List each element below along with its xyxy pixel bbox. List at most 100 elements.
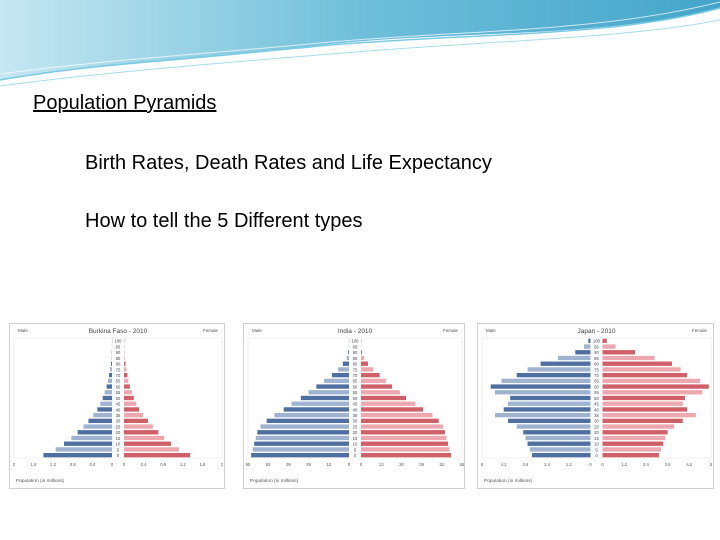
x-tick-left-0: 65 (246, 462, 251, 467)
male-bar-90 (575, 350, 591, 355)
pyramid-panel-japan: Male Japan - 2010 Female 0 5 10 15 20 25 30 35 40 45… (477, 323, 714, 489)
female-bar-80 (602, 361, 672, 366)
female-bar-45 (602, 401, 683, 406)
male-bar-75 (110, 367, 112, 372)
age-label-0: 0 (595, 453, 598, 458)
age-label-55: 55 (353, 390, 358, 395)
female-bar-65 (602, 378, 701, 384)
x-tick-left-3: 26 (306, 462, 311, 467)
male-bar-40 (503, 407, 591, 412)
male-bar-50 (102, 395, 112, 401)
female-bar-70 (124, 372, 128, 378)
age-label-70: 70 (594, 373, 599, 378)
male-bar-50 (510, 395, 591, 401)
female-bar-50 (361, 395, 407, 401)
age-label-30: 30 (594, 419, 599, 424)
male-bar-50 (300, 395, 349, 401)
age-label-15: 15 (594, 436, 599, 441)
x-tick-right-0: 0 (123, 462, 126, 467)
male-bar-80 (342, 361, 349, 366)
age-label-95: 95 (353, 344, 358, 349)
x-tick-left-3: 0.8 (70, 462, 76, 467)
age-label-95: 95 (594, 344, 599, 349)
male-bar-30 (266, 418, 349, 424)
age-label-45: 45 (116, 402, 121, 407)
age-label-80: 80 (594, 362, 599, 367)
x-tick-right-1: 13 (379, 462, 384, 467)
age-label-80: 80 (353, 362, 358, 367)
age-label-40: 40 (594, 407, 599, 412)
age-label-20: 20 (116, 430, 121, 435)
age-label-0: 0 (354, 453, 357, 458)
plot-frame (13, 337, 223, 459)
x-tick-right-5: 5 (710, 462, 713, 467)
male-bar-70 (331, 372, 349, 378)
female-bar-55 (124, 390, 132, 395)
male-bar-55 (308, 390, 349, 395)
male-label: Male (252, 328, 262, 333)
female-bar-35 (361, 412, 433, 418)
x-tick-right-5: 65 (460, 462, 465, 467)
x-tick-right-4: 4.2 (686, 462, 692, 467)
female-bar-15 (124, 435, 165, 441)
female-bar-70 (602, 372, 688, 378)
male-bar-55 (104, 390, 112, 395)
age-label-25: 25 (116, 424, 121, 429)
male-bar-25 (260, 424, 349, 429)
x-tick-left-5: 0 (589, 462, 592, 467)
age-label-90: 90 (116, 350, 121, 355)
male-bar-40 (97, 407, 112, 412)
age-label-20: 20 (594, 430, 599, 435)
female-bar-75 (602, 367, 681, 372)
age-label-70: 70 (116, 373, 121, 378)
female-bar-0 (602, 452, 659, 458)
female-bar-10 (602, 441, 664, 446)
x-tick-left-5: 0 (111, 462, 114, 467)
bullet-birth-death-rates: Birth Rates, Death Rates and Life Expect… (85, 152, 492, 174)
female-bar-85 (361, 355, 365, 361)
female-bar-35 (124, 412, 144, 418)
female-bar-90 (602, 350, 636, 355)
x-tick-right-2: 26 (399, 462, 404, 467)
age-label-60: 60 (353, 384, 358, 389)
male-bar-55 (495, 390, 591, 395)
x-axis-label: Population (in millions) (250, 478, 299, 484)
female-bar-70 (361, 372, 380, 378)
female-bar-85 (602, 355, 655, 361)
male-label: Male (486, 328, 496, 333)
x-tick-right-1: 1.2 (621, 462, 627, 467)
x-tick-right-3: 3.6 (665, 462, 671, 467)
female-bar-5 (124, 447, 179, 452)
male-bar-65 (108, 378, 112, 384)
age-label-100: 100 (115, 339, 123, 344)
female-bar-60 (124, 384, 130, 389)
x-tick-left-0: 2 (13, 462, 16, 467)
female-bar-40 (124, 407, 140, 412)
female-bar-60 (361, 384, 393, 389)
female-bar-50 (602, 395, 685, 401)
male-bar-60 (490, 384, 591, 389)
x-tick-left-5: 0 (348, 462, 351, 467)
pyramid-panel-india: Male India - 2010 Female 0 5 10 15 20 25 30 35 40 45… (243, 323, 465, 489)
male-bar-20 (257, 430, 349, 435)
age-label-25: 25 (353, 424, 358, 429)
female-bar-30 (361, 418, 439, 424)
chart-title: India - 2010 (338, 328, 373, 335)
age-label-60: 60 (594, 384, 599, 389)
female-bar-75 (361, 367, 374, 372)
male-bar-60 (316, 384, 349, 389)
pyramid-chart-india: Male India - 2010 Female051015202530354045… (246, 328, 465, 484)
plot-frame (481, 337, 712, 459)
x-tick-left-4: 13 (326, 462, 331, 467)
female-bar-15 (602, 435, 666, 441)
age-label-95: 95 (116, 344, 121, 349)
male-bar-0 (531, 452, 591, 458)
x-tick-right-5: 2 (221, 462, 224, 467)
male-bar-45 (100, 401, 112, 406)
male-bar-75 (527, 367, 591, 372)
x-tick-right-1: 0.4 (141, 462, 147, 467)
female-bar-60 (602, 384, 709, 389)
female-bar-75 (124, 367, 127, 372)
pyramid-panel-burkina-faso: Male Burkina Faso - 2010 Female 0 5 10 15 20 25 3… (9, 323, 225, 489)
x-tick-right-3: 1.2 (180, 462, 186, 467)
